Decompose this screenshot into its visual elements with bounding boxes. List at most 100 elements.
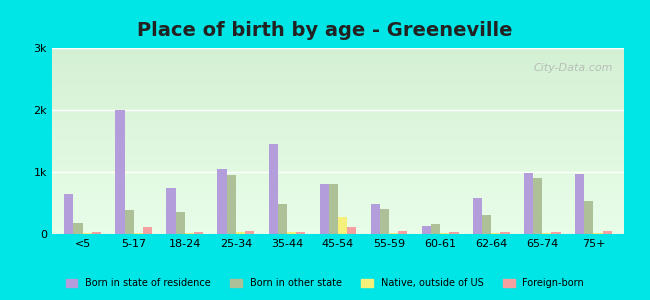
Bar xyxy=(52,85,624,87)
Bar xyxy=(389,233,398,234)
Bar xyxy=(52,169,624,171)
Bar xyxy=(524,173,533,234)
Text: Place of birth by age - Greeneville: Place of birth by age - Greeneville xyxy=(137,21,513,40)
Bar xyxy=(52,126,624,128)
Bar xyxy=(52,152,624,154)
Bar xyxy=(52,76,624,78)
Bar xyxy=(64,194,73,234)
Bar xyxy=(491,233,500,234)
Bar xyxy=(52,221,624,223)
Bar xyxy=(278,204,287,234)
Bar xyxy=(431,224,440,234)
Bar xyxy=(542,233,551,234)
Bar xyxy=(52,178,624,180)
Bar xyxy=(52,202,624,204)
Bar xyxy=(52,130,624,132)
Bar xyxy=(52,98,624,100)
Bar xyxy=(52,74,624,76)
Bar xyxy=(52,124,624,126)
Bar xyxy=(52,70,624,72)
Bar xyxy=(52,87,624,89)
Bar xyxy=(52,225,624,226)
Bar xyxy=(52,61,624,63)
Bar xyxy=(52,172,624,175)
Bar xyxy=(52,176,624,178)
Bar xyxy=(52,223,624,225)
Bar xyxy=(268,144,278,234)
Bar xyxy=(52,212,624,214)
Bar xyxy=(52,204,624,206)
Bar xyxy=(287,232,296,234)
Bar xyxy=(52,163,624,165)
Bar xyxy=(52,219,624,221)
Bar xyxy=(125,210,134,234)
Bar xyxy=(218,169,227,234)
Bar xyxy=(143,226,152,234)
Bar xyxy=(584,201,593,234)
Bar xyxy=(52,56,624,57)
Bar xyxy=(603,231,612,234)
Bar xyxy=(296,232,306,234)
Bar xyxy=(52,154,624,156)
Bar xyxy=(52,94,624,96)
Bar xyxy=(52,167,624,169)
Bar xyxy=(52,150,624,152)
Bar xyxy=(194,232,203,234)
Bar xyxy=(52,228,624,230)
Bar xyxy=(52,102,624,104)
Bar xyxy=(347,226,356,234)
Bar xyxy=(52,214,624,215)
Bar xyxy=(52,59,624,61)
Bar xyxy=(52,158,624,160)
Bar xyxy=(52,128,624,130)
Bar xyxy=(166,188,176,234)
Bar xyxy=(338,217,347,234)
Bar xyxy=(52,199,624,200)
Bar xyxy=(329,184,338,234)
Bar xyxy=(83,233,92,234)
Bar xyxy=(52,122,624,124)
Bar xyxy=(52,113,624,115)
Bar xyxy=(52,68,624,70)
Bar xyxy=(500,232,510,234)
Bar xyxy=(52,217,624,219)
Bar xyxy=(52,80,624,82)
Bar xyxy=(52,208,624,210)
Bar xyxy=(52,50,624,52)
Bar xyxy=(92,232,101,234)
Bar xyxy=(134,233,143,234)
Bar xyxy=(52,180,624,182)
Bar xyxy=(52,54,624,56)
Bar xyxy=(236,232,245,234)
Bar xyxy=(422,226,431,234)
Bar xyxy=(227,175,236,234)
Bar xyxy=(52,160,624,161)
Bar xyxy=(52,188,624,189)
Bar xyxy=(52,134,624,135)
Bar xyxy=(52,117,624,119)
Bar xyxy=(52,145,624,147)
Bar xyxy=(449,232,458,234)
Bar xyxy=(52,193,624,195)
Bar xyxy=(52,195,624,197)
Bar xyxy=(52,189,624,191)
Bar xyxy=(52,141,624,143)
Bar xyxy=(73,223,83,234)
Bar xyxy=(52,67,624,68)
Bar xyxy=(52,175,624,176)
Bar xyxy=(52,191,624,193)
Bar xyxy=(593,233,603,234)
Bar xyxy=(52,139,624,141)
Bar xyxy=(551,232,561,234)
Bar xyxy=(52,83,624,85)
Bar xyxy=(52,232,624,234)
Bar xyxy=(52,48,624,50)
Bar xyxy=(52,63,624,65)
Bar xyxy=(52,156,624,158)
Bar xyxy=(52,82,624,83)
Bar xyxy=(52,132,624,134)
Bar xyxy=(52,182,624,184)
Bar xyxy=(52,186,624,188)
Bar xyxy=(52,65,624,67)
Bar xyxy=(52,143,624,145)
